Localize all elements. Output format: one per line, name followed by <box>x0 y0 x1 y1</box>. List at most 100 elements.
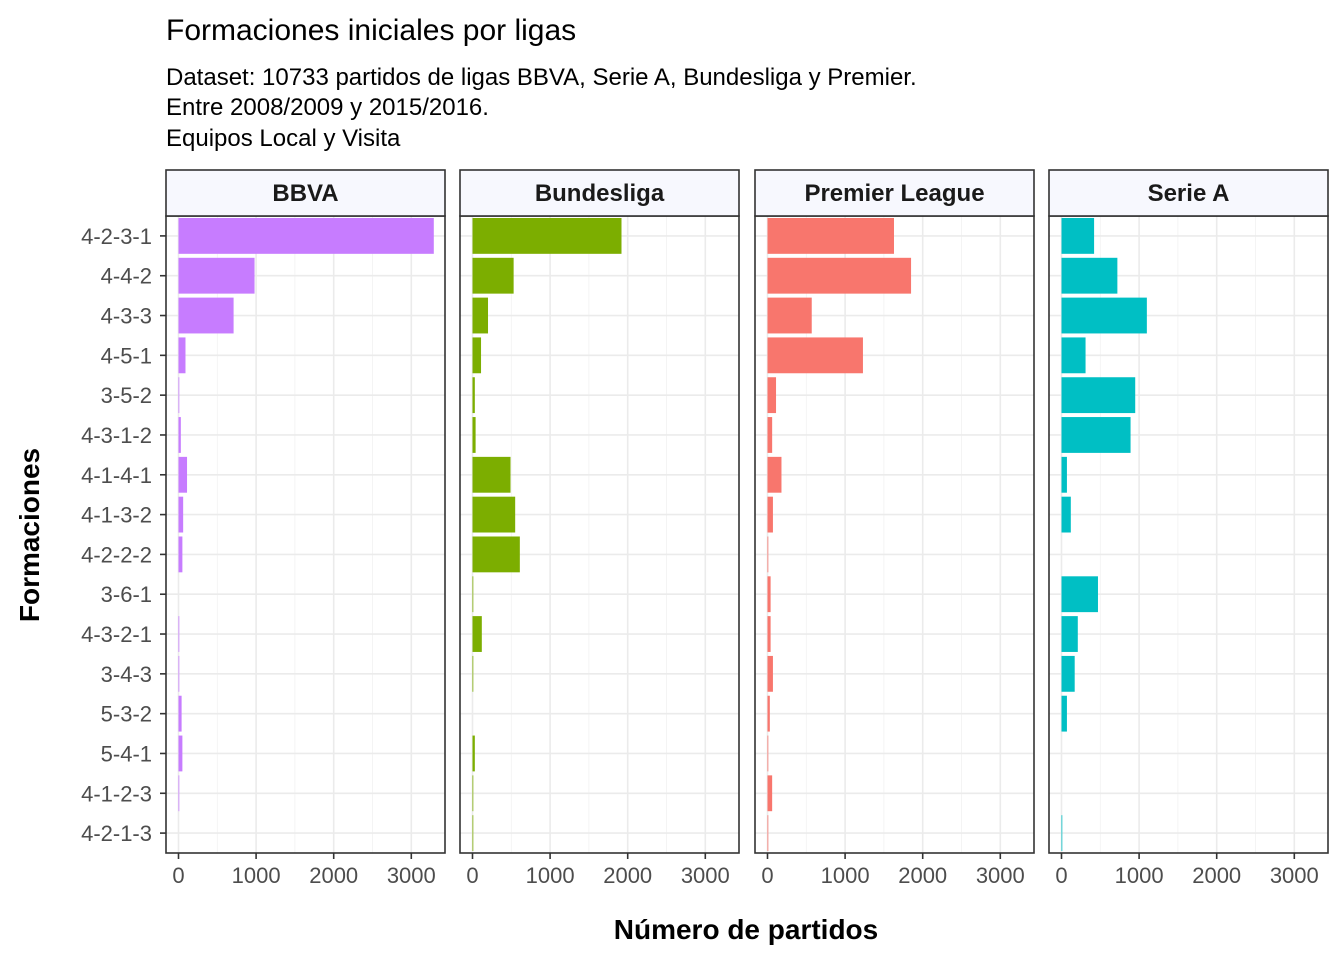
y-tick-label-4-4-2: 4-4-2 <box>101 264 152 289</box>
strip-premier-league <box>754 169 1035 217</box>
bar-bundesliga-4-3-2-1 <box>472 616 482 652</box>
bar-bundesliga-3-5-2 <box>472 377 475 414</box>
x-tick-label: 1000 <box>1115 863 1164 888</box>
bar-serie-a-4-3-2-1 <box>1061 616 1078 652</box>
y-tick-label-3-6-1: 3-6-1 <box>101 582 152 607</box>
bar-serie-a-4-1-4-1 <box>1061 456 1067 493</box>
bar-bundesliga-4-2-3-1 <box>472 217 622 254</box>
x-tick-label: 0 <box>761 863 773 888</box>
x-tick-label: 1000 <box>232 863 281 888</box>
bar-bbva-5-3-2 <box>178 695 182 732</box>
y-tick-label-5-3-2: 5-3-2 <box>101 702 152 727</box>
bar-premier-league-4-3-1-2 <box>767 417 773 453</box>
bar-bbva-3-4-3 <box>178 655 180 692</box>
y-tick-label-4-2-3-1: 4-2-3-1 <box>81 224 152 249</box>
chart-subtitle-line-3: Equipos Local y Visita <box>166 125 401 152</box>
chart-title: Formaciones iniciales por ligas <box>166 14 576 47</box>
bar-premier-league-3-5-2 <box>767 377 777 414</box>
bars <box>767 217 912 852</box>
bar-bbva-4-2-3-1 <box>178 217 434 254</box>
strip-bbva <box>165 169 446 217</box>
bar-premier-league-4-5-1 <box>767 337 863 374</box>
x-tick-label: 1000 <box>526 863 575 888</box>
bar-serie-a-3-6-1 <box>1061 576 1098 613</box>
panel-premier-league: Premier League 0 1000 2000 3000 <box>754 169 1035 888</box>
y-tick-label-3-5-2: 3-5-2 <box>101 383 152 408</box>
bar-premier-league-4-2-1-3 <box>767 815 769 852</box>
strip-label: Bundesliga <box>535 180 665 207</box>
x-tick-label: 0 <box>172 863 184 888</box>
bar-serie-a-4-3-1-2 <box>1061 417 1131 453</box>
bar-premier-league-4-1-4-1 <box>767 456 782 493</box>
x-tick-label: 1000 <box>821 863 870 888</box>
bar-bundesliga-5-4-1 <box>472 735 475 772</box>
bar-bundesliga-4-3-3 <box>472 297 489 334</box>
bar-premier-league-4-3-2-1 <box>767 616 771 652</box>
bar-premier-league-5-3-2 <box>767 695 770 732</box>
bar-bundesliga-4-1-4-1 <box>472 456 511 493</box>
bar-bbva-3-5-2 <box>178 377 180 414</box>
bar-serie-a-4-5-1 <box>1061 337 1086 374</box>
bar-serie-a-3-4-3 <box>1061 655 1075 692</box>
x-axis: 0 1000 2000 3000 <box>466 853 730 888</box>
bar-bundesliga-4-1-3-2 <box>472 496 516 533</box>
y-tick-label-4-3-1-2: 4-3-1-2 <box>81 423 152 448</box>
bar-bundesliga-4-5-1 <box>472 337 482 374</box>
y-tick-label-4-1-2-3: 4-1-2-3 <box>81 781 152 806</box>
bar-premier-league-4-4-2 <box>767 257 912 294</box>
strip-serie-a <box>1048 169 1329 217</box>
bar-bbva-4-2-2-2 <box>178 536 183 573</box>
x-tick-label: 2000 <box>898 863 947 888</box>
bar-serie-a-4-2-1-3 <box>1061 815 1063 852</box>
panel-background <box>460 216 739 853</box>
bar-bbva-4-4-2 <box>178 257 255 294</box>
bar-bundesliga-4-1-2-3 <box>472 775 474 812</box>
panel-bbva: BBVA 0 1000 2000 3000 <box>165 169 446 888</box>
bars <box>472 217 622 852</box>
bar-bundesliga-4-2-1-3 <box>472 815 474 852</box>
y-tick-label-3-4-3: 3-4-3 <box>101 662 152 687</box>
bar-bbva-4-1-2-3 <box>178 775 180 812</box>
strip-label: Serie A <box>1148 180 1230 207</box>
bar-bundesliga-3-4-3 <box>472 655 474 692</box>
x-tick-label: 0 <box>1055 863 1067 888</box>
x-axis: 0 1000 2000 3000 <box>172 853 436 888</box>
gridlines <box>1049 216 1328 853</box>
y-tick-label-4-2-2-2: 4-2-2-2 <box>81 542 152 567</box>
bar-bbva-4-1-4-1 <box>178 456 188 493</box>
x-tick-label: 2000 <box>1192 863 1241 888</box>
bar-premier-league-3-4-3 <box>767 655 773 692</box>
x-tick-label: 2000 <box>309 863 358 888</box>
y-tick-label-4-3-3: 4-3-3 <box>101 304 152 329</box>
bar-bundesliga-4-4-2 <box>472 257 514 294</box>
bar-serie-a-4-1-3-2 <box>1061 496 1071 533</box>
bars <box>178 217 434 812</box>
bar-bbva-4-3-2-1 <box>178 616 180 652</box>
bar-bundesliga-4-3-1-2 <box>472 417 476 453</box>
x-tick-label: 3000 <box>387 863 436 888</box>
bar-bbva-5-4-1 <box>178 735 183 772</box>
panel-bundesliga: Bundesliga 0 1000 2000 3000 <box>459 169 740 888</box>
x-tick-label: 3000 <box>681 863 730 888</box>
strip-bundesliga <box>459 169 740 217</box>
x-tick-label: 2000 <box>603 863 652 888</box>
bar-serie-a-4-3-3 <box>1061 297 1147 334</box>
bar-bbva-4-1-3-2 <box>178 496 184 533</box>
facet-panels: BBVA 0 1000 2000 3000 Bundesliga 0 1000 2000 3000… <box>165 169 1329 888</box>
chart-subtitle-line-1: Dataset: 10733 partidos de ligas BBVA, S… <box>166 64 917 91</box>
bar-bbva-4-5-1 <box>178 337 186 374</box>
x-tick-label: 0 <box>466 863 478 888</box>
y-tick-label-4-2-1-3: 4-2-1-3 <box>81 821 152 846</box>
y-tick-label-4-3-2-1: 4-3-2-1 <box>81 622 152 647</box>
bar-premier-league-4-1-3-2 <box>767 496 773 533</box>
y-tick-label-5-4-1: 5-4-1 <box>101 741 152 766</box>
bar-serie-a-4-4-2 <box>1061 257 1118 294</box>
y-tick-label-4-1-4-1: 4-1-4-1 <box>81 463 152 488</box>
x-axis-title: Número de partidos <box>614 914 878 945</box>
bar-premier-league-3-6-1 <box>767 576 771 613</box>
x-axis: 0 1000 2000 3000 <box>1055 853 1319 888</box>
bar-bundesliga-3-6-1 <box>472 576 474 613</box>
x-tick-label: 3000 <box>976 863 1025 888</box>
bar-premier-league-4-2-2-2 <box>767 536 769 573</box>
